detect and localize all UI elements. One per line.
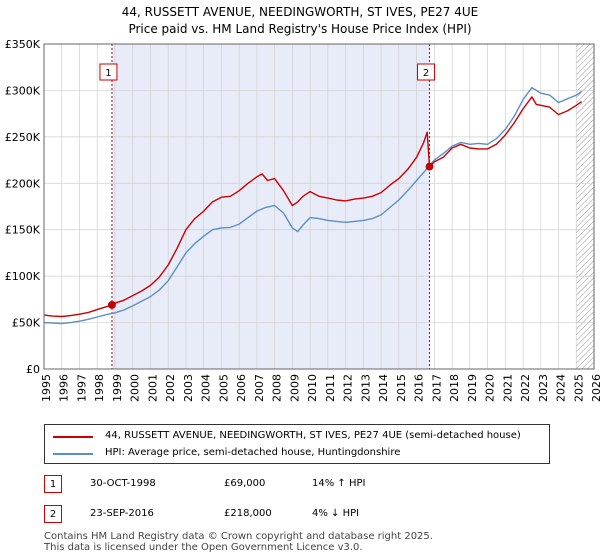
series-lines	[43, 86, 583, 325]
title-line-1: 44, RUSSETT AVENUE, NEEDINGWORTH, ST IVE…	[121, 5, 479, 19]
y-tick-label: £150K	[5, 224, 41, 237]
x-tick-label: 2013	[359, 374, 372, 402]
y-tick-label: £100K	[5, 270, 41, 283]
title-line-2: Price paid vs. HM Land Registry's House …	[128, 22, 472, 36]
legend-label-hpi: HPI: Average price, semi-detached house,…	[105, 447, 401, 458]
footer: Contains HM Land Registry data © Crown c…	[44, 531, 433, 553]
x-tick-label: 2011	[324, 374, 337, 402]
legend-swatch-hpi	[53, 453, 93, 455]
footer-line-2: This data is licensed under the Open Gov…	[44, 542, 363, 553]
plot-background	[44, 44, 594, 369]
x-tick-label: 1995	[40, 374, 53, 402]
x-tick-label: 2007	[253, 374, 266, 402]
x-tick-label: 2005	[217, 374, 230, 402]
x-tick-label: 2021	[501, 374, 514, 402]
y-tick-label: £300K	[5, 84, 41, 97]
x-tick-label: 2012	[342, 374, 355, 402]
x-tick-label: 2018	[448, 374, 461, 402]
sale-badge	[99, 63, 118, 81]
x-tick-label: 2016	[413, 374, 426, 402]
y-tick-label: £0	[26, 363, 40, 376]
x-tick-label: 2019	[466, 374, 479, 402]
annotation-badge: 2	[44, 505, 62, 523]
x-tick-label: 2008	[271, 374, 284, 402]
sale-badge-label: 1	[105, 68, 111, 79]
y-tick-label: £350K	[5, 38, 41, 51]
x-tick-label: 2001	[146, 374, 159, 402]
x-tick-label: 2020	[484, 374, 497, 402]
y-tick-label: £200K	[5, 177, 41, 190]
x-tick-label: 2010	[306, 374, 319, 402]
x-tick-label: 2024	[555, 374, 568, 402]
plot-frame	[43, 43, 595, 370]
x-tick-label: 2017	[430, 374, 443, 402]
hpi-series-line	[43, 86, 583, 325]
x-tick-label: 2009	[288, 374, 301, 402]
x-tick-label: 2023	[537, 374, 550, 402]
chart-title: 44, RUSSETT AVENUE, NEEDINGWORTH, ST IVE…	[0, 4, 600, 38]
future-hatch	[576, 44, 594, 369]
x-tick-label: 2000	[129, 374, 142, 402]
legend-swatch-property	[53, 436, 93, 438]
x-tick-label: 1998	[93, 374, 106, 402]
x-tick-label: 1999	[111, 374, 124, 402]
x-tick-label: 1996	[58, 374, 71, 402]
annotation-date: 23-SEP-2016	[90, 508, 154, 519]
tick-labels: 1995 1996 1997 1998 1999 2000 2001 2002 2003 2004…	[5, 38, 600, 402]
annotation-price: £69,000	[224, 478, 266, 489]
x-tick-label: 2015	[395, 374, 408, 402]
x-tick-label: 2026	[590, 374, 600, 402]
annotation-date: 30-OCT-1998	[90, 478, 156, 489]
y-tick-label: £250K	[5, 131, 41, 144]
annotation-badge: 1	[44, 475, 62, 493]
x-tick-label: 2006	[235, 374, 248, 402]
axes	[43, 43, 595, 370]
x-tick-label: 2025	[572, 374, 585, 402]
sale-point	[425, 162, 434, 171]
y-tick-label: £50K	[12, 317, 41, 330]
annotation-price: £218,000	[224, 508, 272, 519]
annotation-hpi: 14% ↑ HPI	[312, 478, 366, 489]
legend: 44, RUSSETT AVENUE, NEEDINGWORTH, ST IVE…	[44, 424, 550, 464]
property-series-line	[43, 96, 583, 318]
sale-badge	[417, 63, 436, 81]
sale-badge-label: 2	[423, 68, 429, 79]
price-chart: 1995 1996 1997 1998 1999 2000 2001 2002 2003 2004…	[5, 38, 600, 402]
footer-line-1: Contains HM Land Registry data © Crown c…	[44, 531, 433, 542]
x-tick-label: 2002	[164, 374, 177, 402]
annotation-hpi: 4% ↓ HPI	[312, 508, 360, 519]
x-tick-label: 2004	[200, 374, 213, 402]
legend-label-property: 44, RUSSETT AVENUE, NEEDINGWORTH, ST IVE…	[105, 430, 521, 441]
x-tick-label: 2022	[519, 374, 532, 402]
x-tick-label: 1997	[75, 374, 88, 402]
x-tick-label: 2003	[182, 374, 195, 402]
x-tick-label: 2014	[377, 374, 390, 402]
sale-point	[108, 301, 116, 309]
